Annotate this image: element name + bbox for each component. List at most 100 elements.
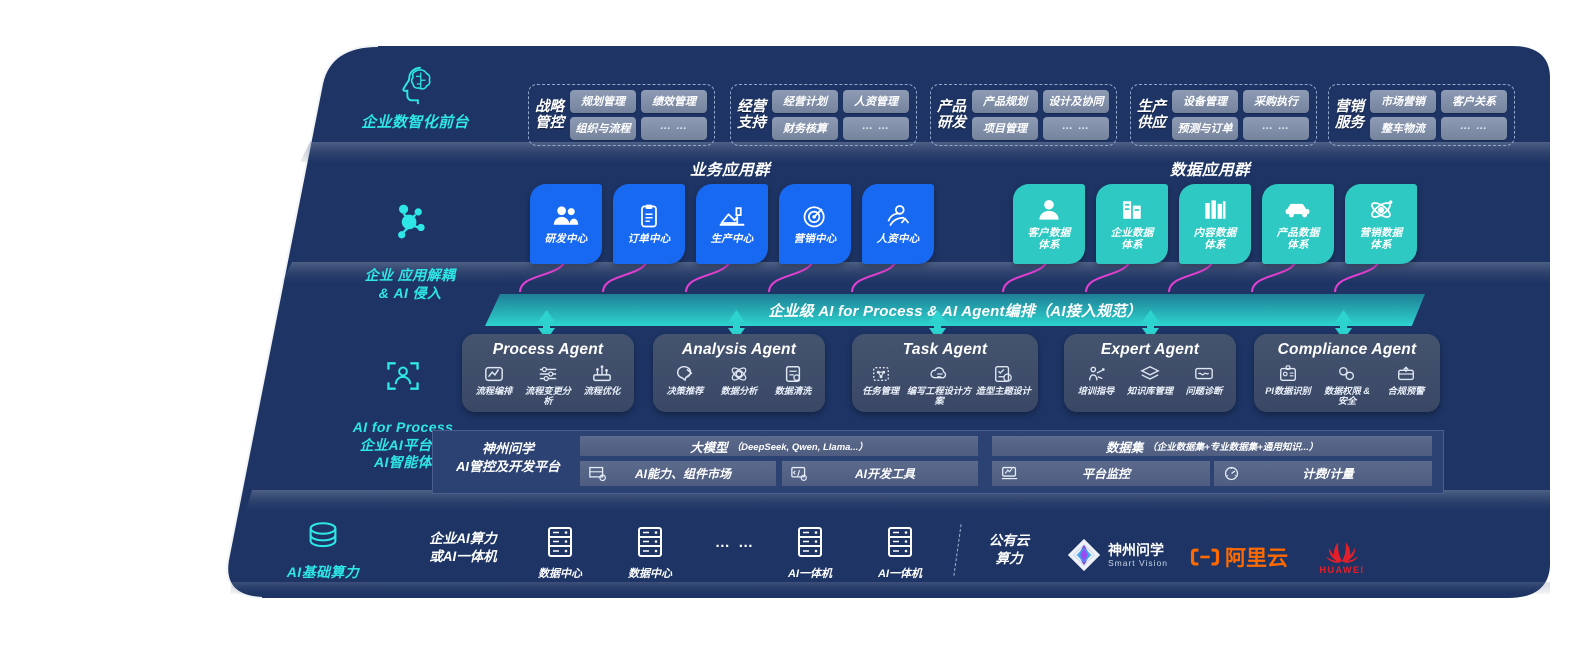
front-office-group-operations[interactable]: 经营 支持 经营计划 人资管理 财务核算 … … [730, 84, 917, 146]
business-app-group-title: 业务应用群 [689, 162, 770, 179]
agent-capability[interactable]: 数据分析 [713, 364, 765, 396]
platform-title: 神州问学 AI管控及开发平台 [455, 441, 560, 474]
platform-bar-billing[interactable]: 计费/计量 [1214, 461, 1432, 486]
app-card-hr-center[interactable]: 人资中心 [862, 184, 934, 264]
sidebar-item-front-office[interactable]: 企业数智化前台 [340, 62, 490, 133]
platform-bar-ai-devtools[interactable]: AI开发工具 [782, 461, 978, 486]
agent-card-expert[interactable]: Expert Agent 培训指导 知识库管理 [1064, 334, 1236, 412]
chip[interactable]: 人资管理 [843, 90, 909, 113]
agent-capability[interactable]: 知识库管理 [1124, 364, 1176, 396]
chip[interactable]: 整车物流 [1370, 117, 1436, 140]
group-title: 经营 支持 [737, 98, 766, 131]
agent-capability[interactable]: 流程优化 [576, 364, 628, 406]
chip[interactable]: 组织与流程 [570, 117, 636, 140]
infra-node-datacenter-2[interactable]: 数据中心 [610, 526, 690, 582]
infra-node-ai-appliance-1[interactable]: AI一体机 [770, 526, 850, 582]
chip[interactable]: 经营计划 [772, 90, 838, 113]
vendor-logo-aliyun[interactable]: 阿里云 [1190, 542, 1288, 572]
agent-card-task[interactable]: Task Agent 任务管理 编写工程设计方案 [852, 334, 1038, 412]
factory-icon [719, 207, 745, 226]
chip[interactable]: 客户关系 [1441, 90, 1507, 113]
app-card-marketing-center[interactable]: 营销中心 [779, 184, 851, 264]
app-card-rd-center[interactable]: 研发中心 [530, 184, 602, 264]
platform-bar-dataset[interactable]: 数据集 （企业数据集+专业数据集+通用知识...） [992, 436, 1432, 456]
chip[interactable]: 规划管理 [570, 90, 636, 113]
data-app-group-title: 数据应用群 [1169, 162, 1250, 179]
front-office-group-production[interactable]: 生产 供应 设备管理 采购执行 预测与订单 … … [1130, 84, 1317, 146]
vendor-logo-huawei[interactable]: HUAWEI [1316, 530, 1368, 575]
infra-node-datacenter-1[interactable]: 数据中心 [520, 526, 600, 582]
app-card-customer-data[interactable]: 客户数据 体系 [1013, 184, 1085, 264]
front-office-group-product-rd[interactable]: 产品 研发 产品规划 设计及协同 项目管理 … … [930, 84, 1117, 146]
app-card-enterprise-data[interactable]: 企业数据 体系 [1096, 184, 1168, 264]
dev-tool-icon [782, 465, 816, 482]
agent-capability[interactable]: 决策推荐 [659, 364, 711, 396]
chip[interactable]: 项目管理 [972, 117, 1038, 140]
agent-capability[interactable]: 数据权限 & 安全 [1317, 364, 1377, 406]
app-card-product-data[interactable]: 产品数据 体系 [1262, 184, 1334, 264]
chip[interactable]: 设计及协同 [1043, 90, 1109, 113]
agent-card-process[interactable]: Process Agent 流程编排 流程变更分析 [462, 334, 634, 412]
chip[interactable]: 财务核算 [772, 117, 838, 140]
agent-card-analysis[interactable]: Analysis Agent 决策推荐 数据分析 [653, 334, 825, 412]
server-rack-icon [798, 527, 822, 557]
agent-capability[interactable]: 流程变更分析 [522, 364, 574, 406]
infra-node-ai-appliance-2[interactable]: AI一体机 [860, 526, 940, 582]
group-title: 产品 研发 [937, 98, 966, 131]
huawei-flower-icon [1326, 542, 1358, 563]
app-card-production-center[interactable]: 生产中心 [696, 184, 768, 264]
platform-bar-monitor[interactable]: 平台监控 [992, 461, 1210, 486]
agent-capability[interactable]: 任务管理 [857, 364, 904, 406]
users-icon [553, 206, 579, 225]
chip[interactable]: 预测与订单 [1172, 117, 1238, 140]
platform-bar-ai-capability[interactable]: AI能力、组件市场 [580, 461, 776, 486]
chip[interactable]: … … [843, 117, 909, 140]
chip[interactable]: … … [1243, 117, 1309, 140]
sidebar-item-app-decoupling[interactable]: 企业 应用解耦 & AI 侵入 [330, 182, 490, 302]
dots-icon: … … [714, 534, 756, 551]
chip[interactable]: … … [1043, 117, 1109, 140]
app-card-label: 内容数据 体系 [1193, 226, 1237, 251]
aliyun-mark-icon [1190, 548, 1220, 566]
app-card-label: 客户数据 体系 [1027, 226, 1071, 251]
chip[interactable]: 绩效管理 [641, 90, 707, 113]
agent-capability[interactable]: PI数据识别 [1259, 364, 1317, 406]
process-chart-icon [485, 366, 503, 382]
chip[interactable]: … … [1441, 117, 1507, 140]
app-card-label: 营销数据 体系 [1359, 226, 1403, 251]
infra-node-label: 数据中心 [628, 568, 672, 580]
agent-capability[interactable]: 造型主题设计 [974, 364, 1033, 406]
connector-arrowheads [562, 252, 1384, 262]
agent-capability[interactable]: 合规预警 [1377, 364, 1435, 406]
agent-capability[interactable]: 数据清洗 [767, 364, 819, 396]
agent-capability[interactable]: 编写工程设计方案 [904, 364, 973, 406]
infra-node-label: AI一体机 [878, 568, 922, 580]
person-scan-icon [387, 361, 419, 390]
vendor-logo-shenzhou-wenxue[interactable]: 神州问学 Smart Vision [1065, 536, 1168, 574]
list-settings-icon [539, 366, 557, 382]
chip[interactable]: 产品规划 [972, 90, 1038, 113]
chip[interactable]: … … [641, 117, 707, 140]
alert-box-icon [1398, 366, 1414, 381]
app-card-marketing-data[interactable]: 营销数据 体系 [1345, 184, 1417, 264]
vendor-name: 阿里云 [1225, 547, 1288, 570]
chip[interactable]: 采购执行 [1243, 90, 1309, 113]
sidebar-item-ai-compute[interactable]: AI基础算力 [258, 518, 388, 582]
chip[interactable]: 市场营销 [1370, 90, 1436, 113]
sidebar-label-front-office: 企业数智化前台 [361, 114, 469, 131]
agent-card-compliance[interactable]: Compliance Agent PI数据识别 数据权限 & 安全 [1254, 334, 1440, 412]
agent-capability[interactable]: 培训指导 [1070, 364, 1122, 396]
front-office-group-marketing[interactable]: 营销 服务 市场营销 客户关系 整车物流 … … [1328, 84, 1515, 146]
platform-bar-large-model[interactable]: 大模型 （DeepSeek, Qwen, Llama...） [580, 436, 978, 456]
app-card-order-center[interactable]: 订单中心 [613, 184, 685, 264]
training-icon [1088, 366, 1105, 381]
infra-node-ellipsis: … … [700, 534, 770, 551]
agent-capability[interactable]: 问题诊断 [1178, 364, 1230, 396]
chip[interactable]: 设备管理 [1172, 90, 1238, 113]
app-card-label: 企业数据 体系 [1110, 226, 1154, 251]
agent-capability[interactable]: 流程编排 [468, 364, 520, 406]
app-card-content-data[interactable]: 内容数据 体系 [1179, 184, 1251, 264]
front-office-group-strategy[interactable]: 战略 管控 规划管理 绩效管理 组织与流程 … … [528, 84, 715, 146]
vendor-subtitle: Smart Vision [1108, 557, 1169, 568]
agent-name: Analysis Agent [681, 341, 797, 358]
